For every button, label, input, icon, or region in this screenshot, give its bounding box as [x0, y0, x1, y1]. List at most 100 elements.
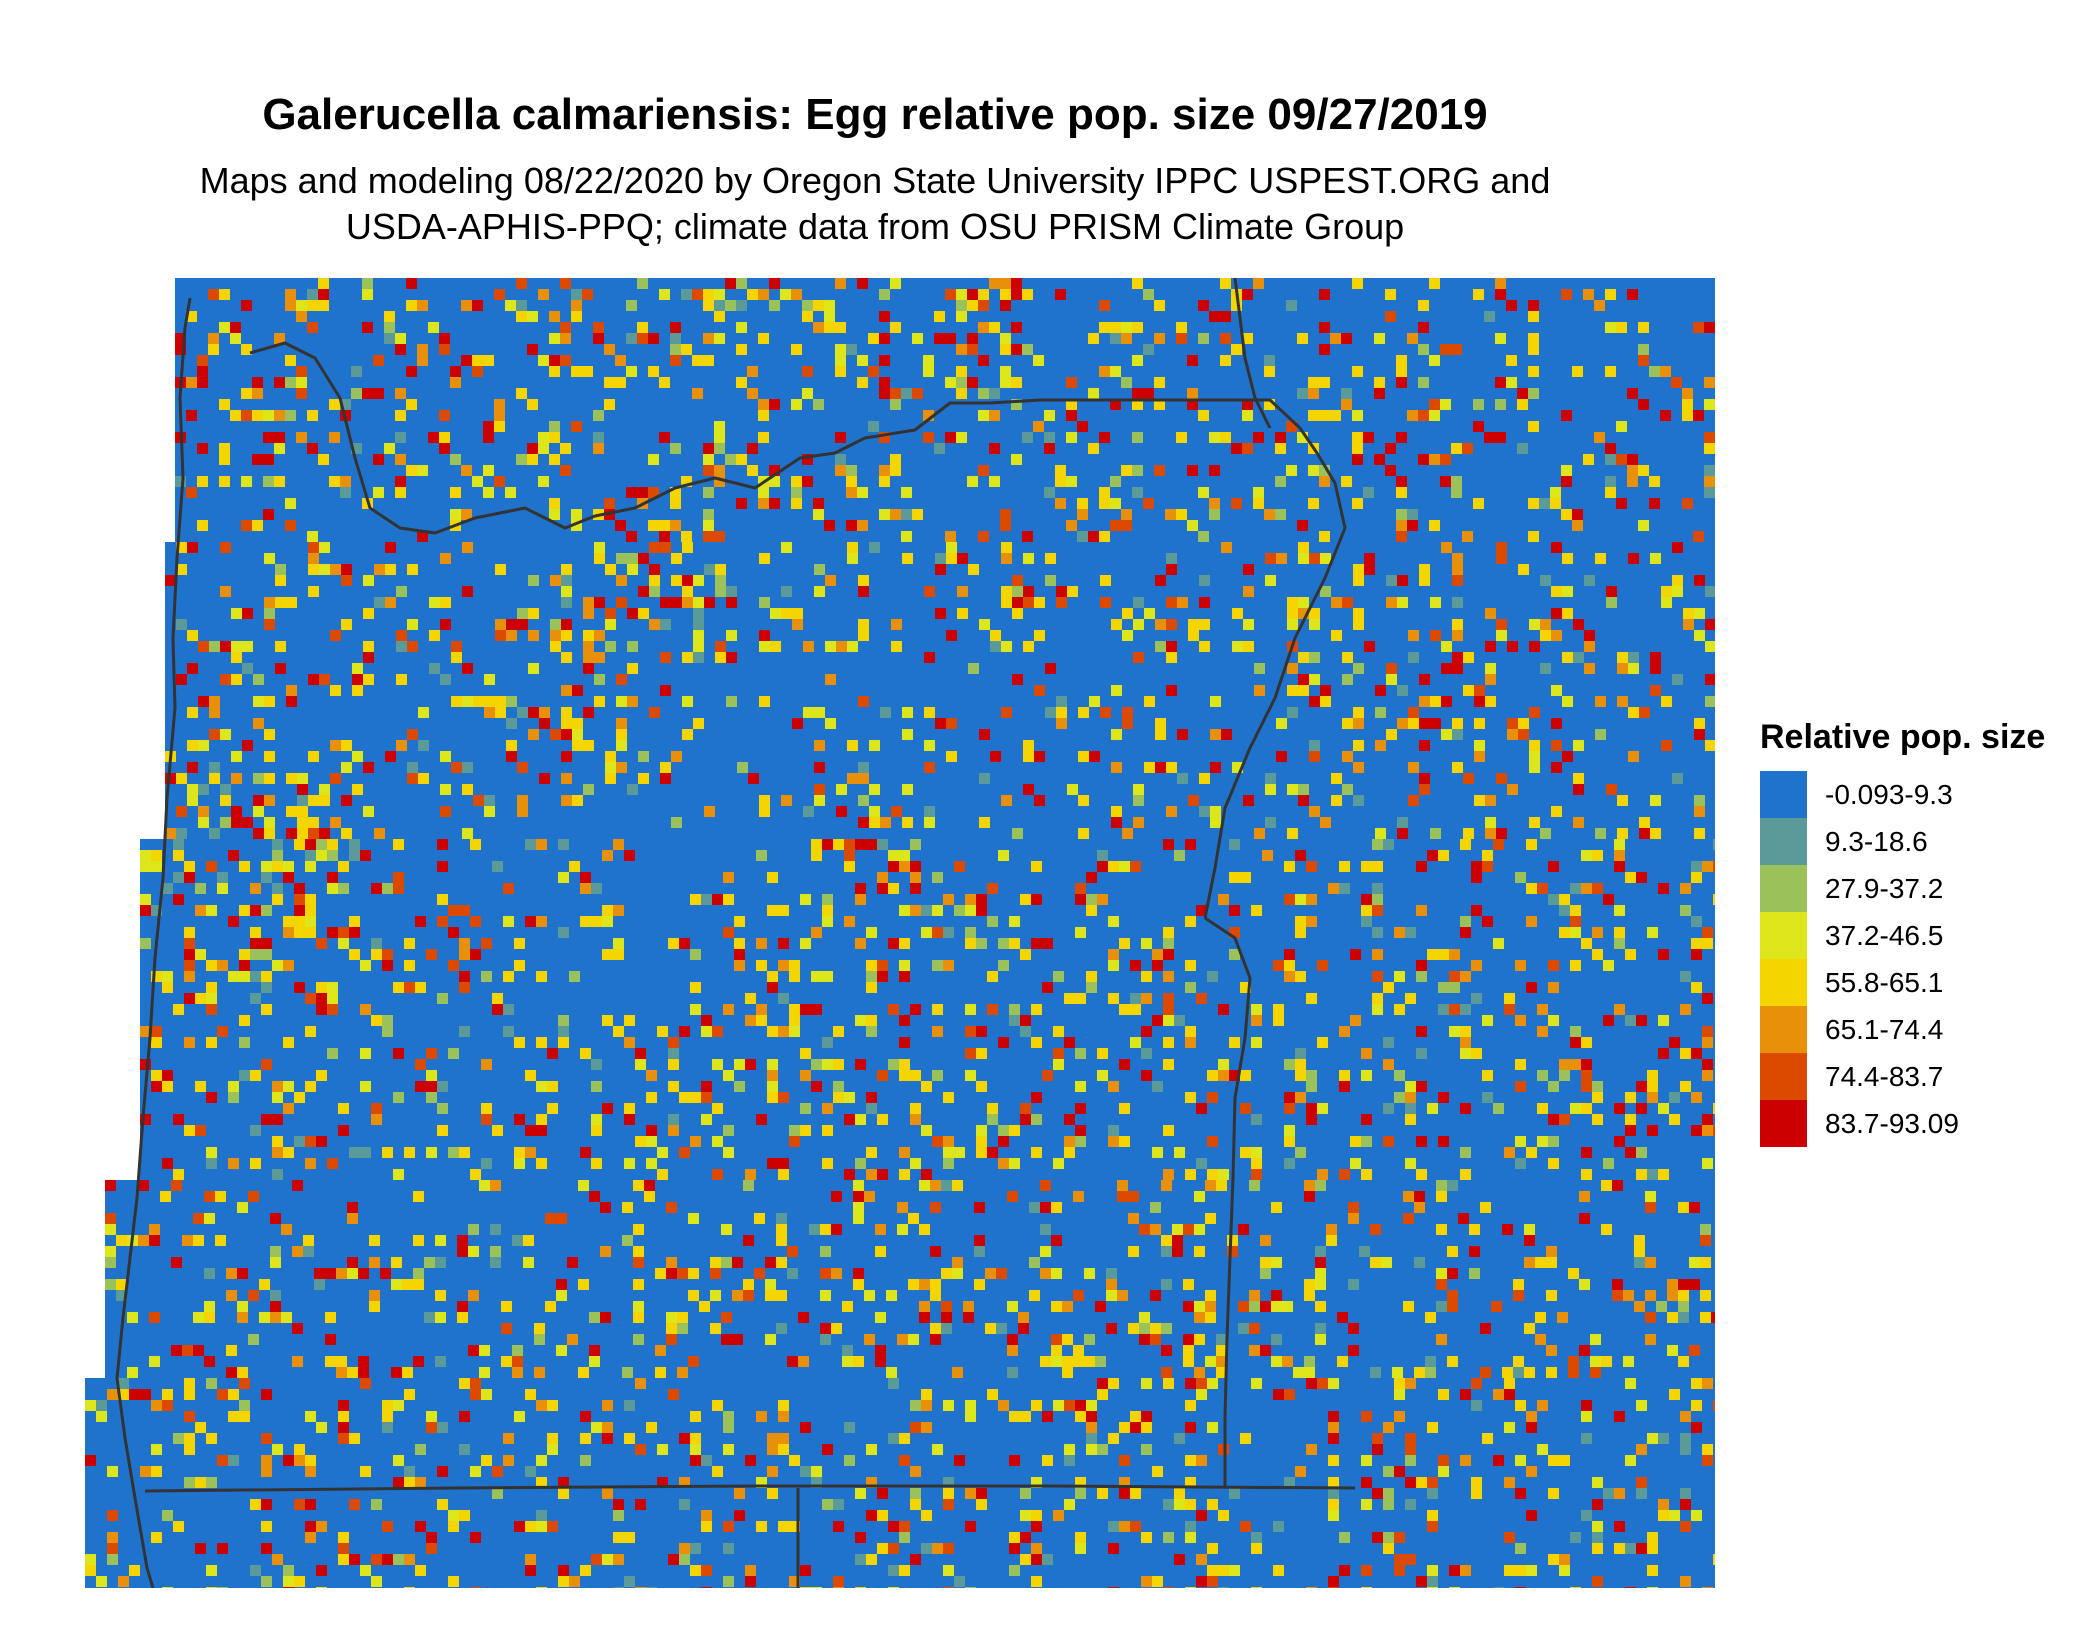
heatmap-cell — [758, 498, 769, 509]
heatmap-cell — [516, 388, 527, 399]
heatmap-cell — [528, 630, 539, 641]
heatmap-cell — [1394, 927, 1405, 938]
heatmap-cell — [1240, 1103, 1251, 1114]
heatmap-cell — [1306, 1081, 1317, 1092]
heatmap-cell — [1183, 1224, 1194, 1235]
heatmap-cell — [176, 542, 187, 553]
heatmap-cell — [1106, 1268, 1117, 1279]
heatmap-cell — [1524, 1224, 1535, 1235]
heatmap-cell — [1573, 773, 1584, 784]
heatmap-cell — [336, 1268, 347, 1279]
heatmap-cell — [556, 1345, 567, 1356]
heatmap-cell — [259, 1312, 270, 1323]
heatmap-cell — [1077, 531, 1088, 542]
heatmap-cell — [778, 993, 789, 1004]
heatmap-cell — [1529, 762, 1540, 773]
heatmap-cell — [835, 432, 846, 443]
heatmap-cell — [890, 454, 901, 465]
heatmap-cell — [1166, 685, 1177, 696]
heatmap-cell — [1249, 1345, 1260, 1356]
heatmap-cell — [1251, 905, 1262, 916]
heatmap-cell — [747, 388, 758, 399]
heatmap-cell — [307, 443, 318, 454]
heatmap-cell — [220, 729, 231, 740]
heatmap-cell — [989, 410, 1000, 421]
heatmap-row-background — [140, 993, 1715, 1004]
heatmap-cell — [1100, 707, 1111, 718]
heatmap-cell — [1264, 355, 1275, 366]
heatmap-cell — [1650, 685, 1661, 696]
heatmap-cell — [1449, 949, 1460, 960]
heatmap-cell — [899, 905, 910, 916]
heatmap-cell — [1548, 1554, 1559, 1565]
heatmap-cell — [294, 1499, 305, 1510]
heatmap-cell — [712, 1059, 723, 1070]
heatmap-cell — [426, 1081, 437, 1092]
heatmap-cell — [525, 1147, 536, 1158]
heatmap-cell — [1661, 586, 1672, 597]
heatmap-cell — [1188, 619, 1199, 630]
heatmap-cell — [1427, 1510, 1438, 1521]
heatmap-cell — [946, 630, 957, 641]
heatmap-cell — [847, 773, 858, 784]
heatmap-row-background — [165, 740, 1715, 751]
heatmap-cell — [1152, 1466, 1163, 1477]
heatmap-cell — [910, 872, 921, 883]
heatmap-cell — [96, 1411, 107, 1422]
heatmap-cell — [252, 388, 263, 399]
heatmap-cell — [822, 1037, 833, 1048]
heatmap-cell — [855, 839, 866, 850]
heatmap-cell — [624, 1433, 635, 1444]
heatmap-cell — [1561, 509, 1572, 520]
heatmap-cell — [1416, 960, 1427, 971]
heatmap-cell — [426, 1422, 437, 1433]
heatmap-cell — [1418, 300, 1429, 311]
heatmap-cell — [1254, 663, 1265, 674]
heatmap-row-background — [105, 1235, 1715, 1246]
heatmap-cell — [1306, 1378, 1317, 1389]
heatmap-cell — [1353, 762, 1364, 773]
heatmap-cell — [569, 1576, 580, 1587]
heatmap-cell — [1023, 597, 1034, 608]
heatmap-cell — [1471, 872, 1482, 883]
heatmap-row-background — [140, 971, 1715, 982]
heatmap-cell — [176, 674, 187, 685]
heatmap-cell — [646, 1587, 657, 1588]
heatmap-cell — [1614, 927, 1625, 938]
heatmap-cell — [1537, 1400, 1548, 1411]
heatmap-cell — [140, 905, 151, 916]
heatmap-cell — [1460, 916, 1471, 927]
heatmap-cell — [1551, 762, 1562, 773]
heatmap-cell — [1209, 432, 1220, 443]
heatmap-cell — [1144, 696, 1155, 707]
heatmap-cell — [844, 850, 855, 861]
heatmap-cell — [589, 1356, 600, 1367]
heatmap-cell — [402, 1279, 413, 1290]
heatmap-cell — [1319, 344, 1330, 355]
heatmap-cell — [1440, 399, 1451, 410]
heatmap-cell — [347, 1367, 358, 1378]
heatmap-cell — [1133, 784, 1144, 795]
heatmap-cell — [1309, 740, 1320, 751]
heatmap-cell — [1275, 443, 1286, 454]
heatmap-cell — [866, 960, 877, 971]
heatmap-cell — [1579, 1191, 1590, 1202]
heatmap-cell — [748, 773, 759, 784]
heatmap-cell — [1163, 1532, 1174, 1543]
heatmap-cell — [657, 1026, 668, 1037]
heatmap-cell — [1339, 1070, 1350, 1081]
heatmap-cell — [1691, 938, 1702, 949]
heatmap-cell — [690, 1565, 701, 1576]
heatmap-cell — [1155, 619, 1166, 630]
heatmap-cell — [484, 806, 495, 817]
heatmap-cell — [525, 1466, 536, 1477]
heatmap-cell — [228, 916, 239, 927]
heatmap-cell — [1581, 1081, 1592, 1092]
heatmap-cell — [857, 377, 868, 388]
heatmap-cell — [866, 971, 877, 982]
heatmap-cell — [987, 1147, 998, 1158]
heatmap-cell — [899, 1015, 910, 1026]
heatmap-cell — [593, 410, 604, 421]
heatmap-cell — [1020, 1015, 1031, 1026]
heatmap-cell — [1194, 1367, 1205, 1378]
